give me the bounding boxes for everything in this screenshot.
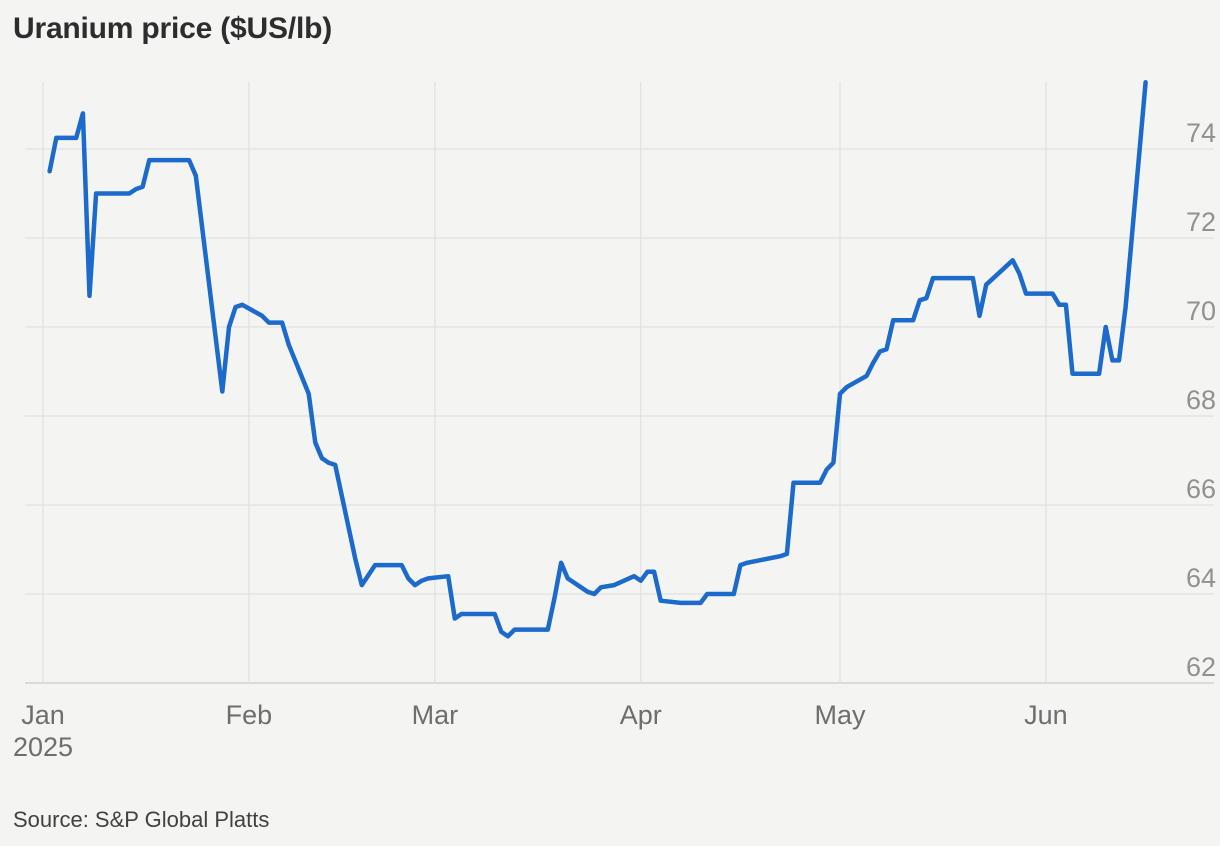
price-line-series <box>47 80 1148 639</box>
x-tick-label: Apr <box>620 700 662 730</box>
x-tick-label: Jun <box>1024 700 1068 730</box>
x-tick-label: Mar <box>412 700 459 730</box>
y-tick-label: 66 <box>1186 474 1216 504</box>
y-tick-label: 74 <box>1186 118 1216 148</box>
x-axis-year-label: 2025 <box>13 732 73 762</box>
chart-title: Uranium price ($US/lb) <box>13 12 332 45</box>
x-tick-label: Jan <box>21 700 65 730</box>
source-note: Source: S&P Global Platts <box>13 807 270 832</box>
y-tick-label: 72 <box>1186 207 1216 237</box>
x-tick-label: Feb <box>226 700 273 730</box>
y-tick-label: 68 <box>1186 385 1216 415</box>
x-tick-label: May <box>814 700 866 730</box>
y-tick-label: 64 <box>1186 563 1216 593</box>
y-tick-label: 62 <box>1186 652 1216 682</box>
y-tick-label: 70 <box>1186 296 1216 326</box>
